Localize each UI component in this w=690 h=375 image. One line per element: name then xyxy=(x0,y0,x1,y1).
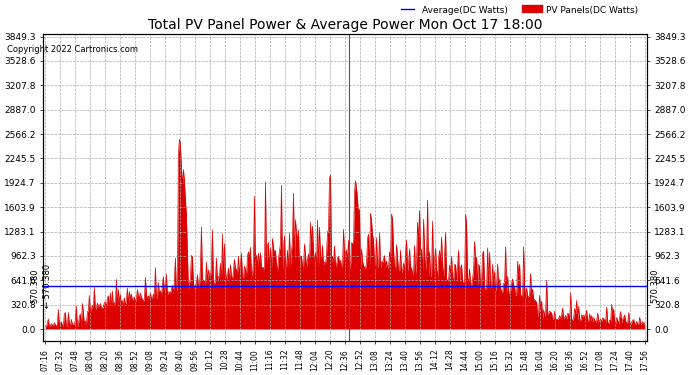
Text: 570.380: 570.380 xyxy=(650,268,660,303)
Title: Total PV Panel Power & Average Power Mon Oct 17 18:00: Total PV Panel Power & Average Power Mon… xyxy=(148,18,542,32)
Text: ← 570.380: ← 570.380 xyxy=(43,264,52,308)
Text: Copyright 2022 Cartronics.com: Copyright 2022 Cartronics.com xyxy=(7,45,138,54)
Text: 570.380: 570.380 xyxy=(30,268,40,303)
Legend: Average(DC Watts), PV Panels(DC Watts): Average(DC Watts), PV Panels(DC Watts) xyxy=(397,2,642,18)
